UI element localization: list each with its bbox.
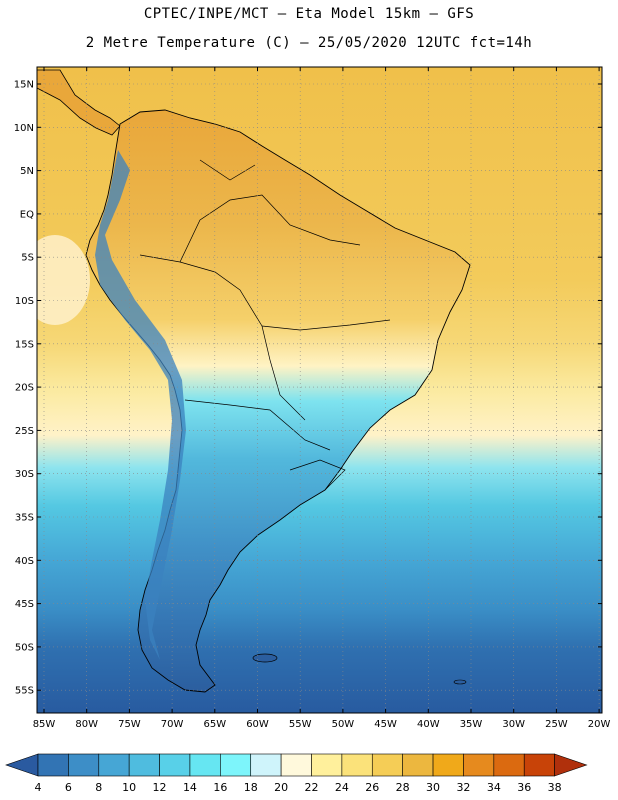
colorbar-label: 18 [244,781,258,794]
longitude-label: 50W [332,719,355,730]
latitude-label: 10S [15,296,34,307]
colorbar-label: 24 [335,781,349,794]
colorbar-swatch [311,753,343,777]
latitude-label: 15S [15,339,34,350]
central-america-landmass [37,69,121,136]
colorbar-label: 30 [426,781,440,794]
map-frame [36,66,603,714]
colorbar-label: 8 [95,781,102,794]
latitude-label: 10N [14,123,34,134]
country-borders [139,159,391,491]
colorbar-swatch [341,753,373,777]
latitude-label: EQ [20,209,34,220]
color-scale-bar: 4 6 8 10 12 14 16 18 20 22 24 26 28 30 32 34 36 38 [5,753,588,794]
map-title-line-1: CPTEC/INPE/MCT – Eta Model 15km – GFS [143,6,475,22]
colorbar-label: 14 [183,781,197,794]
latitude-label: 35S [15,513,34,524]
latitude-labels: 15N 10N 5N EQ 5S 10S 15S 20S 25S 30S 35S 40S 45S 50S 5… [14,80,34,697]
colorbar-swatch [98,753,130,777]
colorbar-label: 28 [396,781,410,794]
colorbar-swatch [493,753,525,777]
colorbar-swatch [280,753,312,777]
colorbar-label: 36 [517,781,531,794]
colorbar-swatch [189,753,221,777]
colorbar-arrow-low [5,753,39,777]
colorbar-swatch [432,753,464,777]
longitude-label: 65W [203,719,226,730]
andes-cold-band [95,150,186,660]
colorbar-label: 22 [305,781,319,794]
longitude-label: 60W [246,719,269,730]
colorbar-swatch [402,753,434,777]
colorbar-label: 20 [274,781,288,794]
colorbar-label: 4 [35,781,42,794]
colorbar-label: 12 [153,781,167,794]
colorbar-swatch [128,753,160,777]
longitude-label: 30W [502,719,525,730]
latitude-label: 20S [15,383,34,394]
latitude-label: 55S [15,686,34,697]
colorbar-swatch [68,753,100,777]
longitude-label: 70W [161,719,184,730]
longitude-label: 20W [588,719,611,730]
longitude-label: 40W [417,719,440,730]
colorbar-swatch [37,753,69,777]
colorbar-label: 10 [122,781,136,794]
longitude-label: 85W [33,719,56,730]
latitude-label: 25S [15,426,34,437]
colorbar-label: 6 [65,781,72,794]
colorbar-label: 32 [456,781,470,794]
colorbar-label: 16 [213,781,227,794]
colorbar-label: 38 [548,781,562,794]
colorbar-swatch [463,753,495,777]
longitude-label: 35W [460,719,483,730]
colorbar-swatch [159,753,191,777]
longitude-label: 45W [374,719,397,730]
latitude-label: 40S [15,556,34,567]
longitude-label: 75W [118,719,141,730]
latitude-label: 15N [14,80,34,91]
longitude-label: 80W [75,719,98,730]
longitude-label: 55W [289,719,312,730]
map-title-line-2: 2 Metre Temperature (C) – 25/05/2020 12U… [85,35,533,51]
longitude-labels: 85W 80W 75W 70W 65W 60W 55W 50W 45W 40W 35W 30W 25W 2… [33,719,611,730]
colorbar-label: 34 [487,781,501,794]
axis-ticks [37,67,602,713]
colorbar-swatch [220,753,252,777]
colorbar-swatch [371,753,403,777]
longitude-label: 25W [545,719,568,730]
latitude-label: 50S [15,642,34,653]
latitude-label: 5S [21,253,34,264]
colorbar-arrow-high [554,753,588,777]
colorbar-swatch [250,753,282,777]
south-georgia-island [453,679,467,685]
colorbar-swatch [523,753,555,777]
latitude-label: 45S [15,599,34,610]
latitude-label: 30S [15,469,34,480]
colorbar-label: 26 [365,781,379,794]
falkland-islands [252,653,278,663]
latitude-label: 5N [20,166,34,177]
